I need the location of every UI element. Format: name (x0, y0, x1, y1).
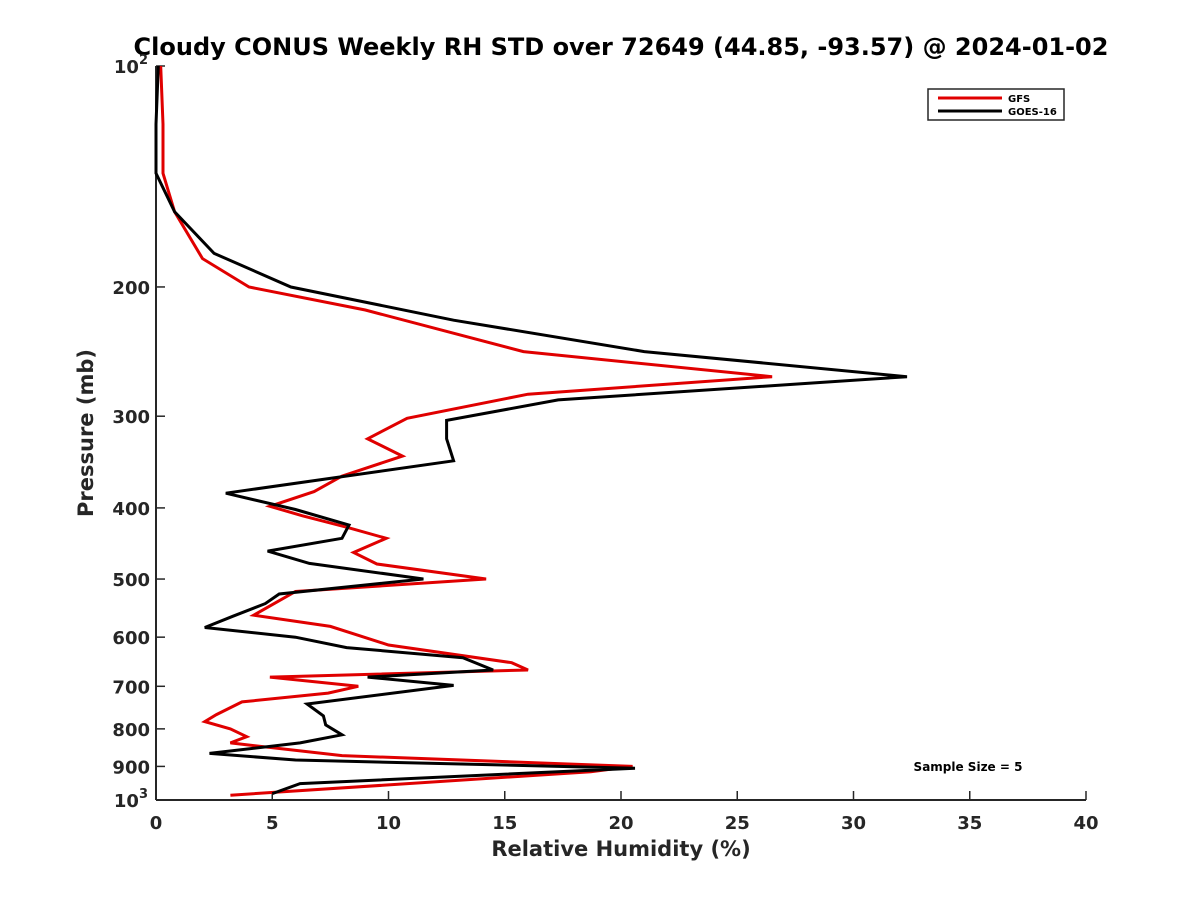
x-axis-ticks: 0 5 10 15 20 25 30 35 40 (150, 791, 1099, 834)
series-line-goes-16 (154, 65, 908, 796)
chart-title: Cloudy CONUS Weekly RH STD over 72649 (4… (134, 33, 1109, 61)
x-axis-label: Relative Humidity (%) (491, 837, 750, 861)
y-tick-label: 800 (112, 720, 150, 741)
legend-label-goes-16: GOES-16 (1008, 107, 1057, 118)
plot-area: 0 5 10 15 20 25 30 35 40 102 200 300 400 500 600 700 80… (112, 53, 1098, 834)
y-tick-label: 200 (112, 278, 150, 299)
series-lines (154, 65, 908, 797)
x-tick-label: 35 (957, 813, 982, 834)
y-tick-label: 400 (112, 499, 150, 520)
y-tick-label: 900 (112, 757, 150, 778)
x-tick-label: 25 (725, 813, 750, 834)
y-tick-label: 103 (114, 787, 148, 812)
x-tick-label: 20 (608, 813, 633, 834)
series-line-gfs (159, 65, 773, 797)
sample-size-annotation: Sample Size = 5 (914, 760, 1023, 774)
y-tick-label: 700 (112, 677, 150, 698)
y-tick-label: 102 (114, 53, 148, 78)
y-tick-label: 300 (112, 407, 150, 428)
legend: GFS GOES-16 (927, 88, 1065, 121)
x-tick-label: 30 (841, 813, 866, 834)
x-tick-label: 10 (376, 813, 401, 834)
x-tick-label: 15 (492, 813, 517, 834)
legend-box (927, 88, 1065, 121)
x-tick-label: 5 (266, 813, 279, 834)
x-tick-label: 0 (150, 813, 163, 834)
legend-label-gfs: GFS (1008, 94, 1030, 105)
y-tick-label: 600 (112, 628, 150, 649)
y-axis-label: Pressure (mb) (74, 349, 98, 517)
y-axis-ticks: 102 200 300 400 500 600 700 800 900 103 (112, 53, 165, 812)
y-tick-label: 500 (112, 570, 150, 591)
x-tick-label: 40 (1073, 813, 1098, 834)
